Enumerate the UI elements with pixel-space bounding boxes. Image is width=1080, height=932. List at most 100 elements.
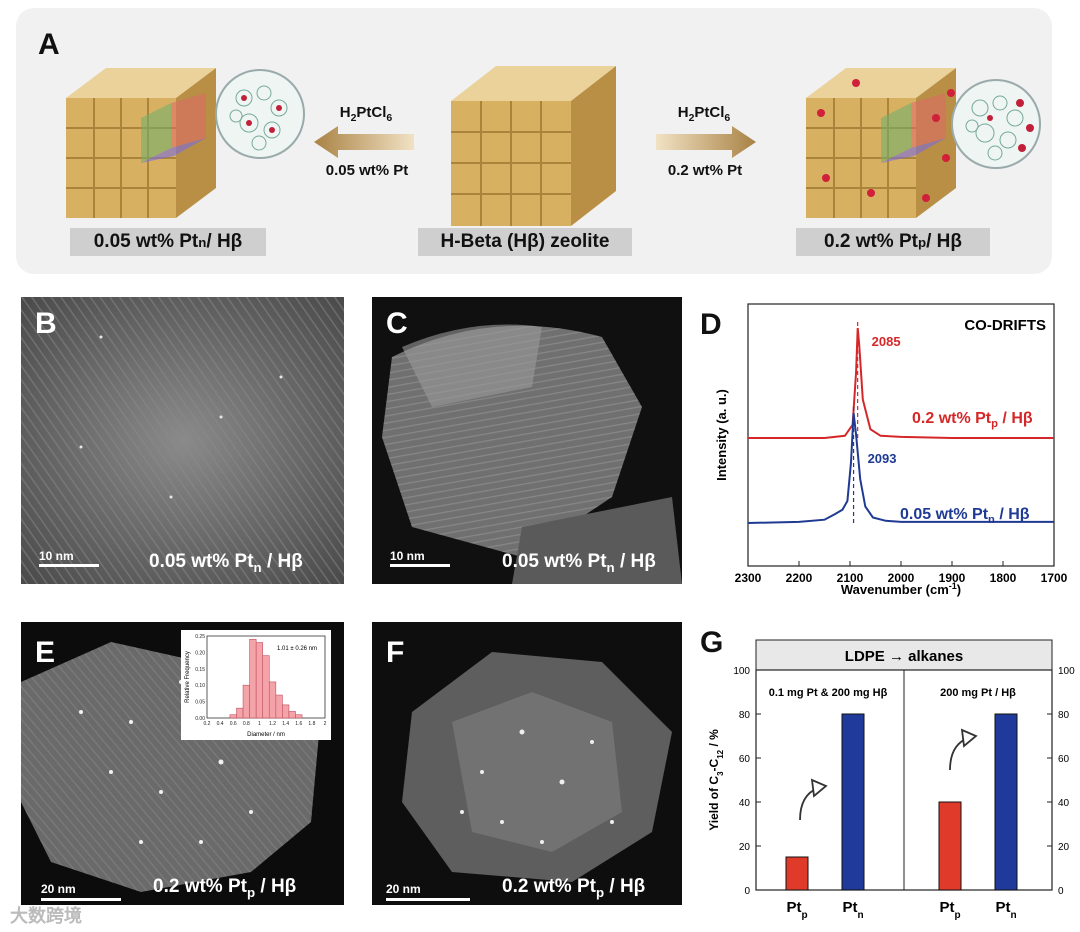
panel-g-letter: G [700, 626, 724, 659]
panel-f-letter: F [386, 636, 405, 669]
panel-d-letter: D [700, 308, 722, 341]
chart-g-bar [938, 801, 962, 891]
inset-xtick-label: 1.8 [308, 721, 315, 727]
inset-ytick-label: 0.15 [195, 667, 205, 673]
chart-d-xtick-label: 2300 [735, 571, 762, 585]
inset-ylabel: Relative Frequency [185, 651, 191, 703]
chart-d-xtick-label: 1900 [939, 571, 966, 585]
pore-zoom-left [215, 69, 305, 159]
panel-e-scale-label: 20 nm [41, 882, 76, 896]
inset-xtick-label: 1.4 [282, 721, 289, 727]
chart-g-group-1: 0.1 mg Pt & 200 mg Hβ [769, 687, 888, 699]
chart-g-ytick-label: 20 [739, 842, 751, 853]
chart-g-arrows [799, 728, 978, 821]
chart-g-ylabel: Yield of C3-C12 / % [707, 729, 725, 831]
inset-bar [288, 711, 296, 719]
panel-c-label: 0.05 wt% Ptn / Hβ [502, 551, 656, 575]
panel-f-label: 0.2 wt% Ptp / Hβ [502, 876, 646, 900]
panel-e-micrograph: E 0.2 0.4 0.6 0.8 1 1.2 1.4 1.6 1.8 2 0.00 0.05 0.10… [21, 622, 344, 905]
panel-e-inset-chart: 0.2 0.4 0.6 0.8 1 1.2 1.4 1.6 1.8 2 0.00 0.05 0.10 0.… [181, 630, 331, 740]
chart-d-legend-blue: 0.05 wt% Ptn / Hβ [900, 506, 1030, 527]
panel-f-scale-label: 20 nm [386, 882, 421, 896]
inset-xtick-label: 2 [324, 721, 327, 727]
inset-bar [229, 714, 237, 719]
panel-b-micrograph: B 10 nm 0.05 wt% Ptn / Hβ [21, 297, 344, 584]
chart-g-ytick-label-right: 100 [1058, 666, 1075, 677]
chart-d-xtick-label: 2200 [786, 571, 813, 585]
chart-g-bar [994, 713, 1018, 891]
inset-ytick-label: 0.00 [195, 716, 205, 722]
chart-g-ytick-label: 80 [739, 710, 751, 721]
inset-xtick-label: 0.6 [230, 721, 237, 727]
panel-b-letter: B [35, 307, 57, 340]
chart-d-peak-label: 2093 [868, 451, 897, 466]
chart-g: LDPE → alkanes 0.1 mg Pt & 200 mg Hβ 200… [707, 639, 1075, 921]
inset-bar [236, 707, 244, 719]
chart-d-ylabel: Intensity (a. u.) [714, 389, 729, 481]
caption-left: 0.05 wt% Pt n / Hβ [70, 228, 266, 256]
chart-g-ytick-label-right: 60 [1058, 754, 1070, 765]
inset-ytick-label: 0.25 [195, 634, 205, 640]
panel-a-letter: A [38, 28, 60, 61]
inset-bar [249, 638, 257, 719]
right-reagent: H2PtCl6 [677, 104, 731, 124]
chart-g-ytick-label: 40 [739, 798, 751, 809]
panel-b-label: 0.05 wt% Ptn / Hβ [149, 551, 303, 575]
arrow-left-icon [314, 126, 414, 158]
panel-e-label: 0.2 wt% Ptp / Hβ [153, 876, 297, 900]
panel-c-micrograph: C 10 nm 0.05 wt% Ptn / Hβ [372, 297, 682, 584]
chart-d-series-line [747, 412, 1054, 524]
chart-d-xtick-label: 2100 [837, 571, 864, 585]
chart-d-xtick-label: 1700 [1041, 571, 1068, 585]
chart-g-ytick-label-right: 0 [1058, 886, 1064, 897]
inset-xtick-label: 1.2 [269, 721, 276, 727]
panel-d: D CO-DRIFTS 2300 2200 2100 2000 1900 1800 1700… [700, 298, 1070, 608]
chart-d-title: CO-DRIFTS [964, 317, 1046, 334]
inset-xlabel: Diameter / nm [247, 732, 285, 738]
panel-c-scale-label: 10 nm [390, 549, 425, 563]
caption-right: 0.2 wt% Pt p / Hβ [796, 228, 990, 256]
inset-bar [282, 704, 290, 719]
chart-d-xtick-label: 2000 [888, 571, 915, 585]
watermark: 大数跨境 [10, 906, 82, 926]
inset-xtick-label: 0.2 [204, 721, 211, 727]
inset-bar [262, 655, 270, 719]
chart-g-ytick-label-right: 80 [1058, 710, 1070, 721]
chart-g-ytick-label-right: 40 [1058, 798, 1070, 809]
chart-g-ytick-label: 100 [733, 666, 750, 677]
chart-g-ytick-label-right: 20 [1058, 842, 1070, 853]
inset-bar [268, 681, 277, 719]
chart-d-xlabel: Wavenumber (cm-1) [841, 581, 961, 597]
panel-f-micrograph: F 20 nm 0.2 wt% Ptp / Hβ [372, 622, 682, 905]
chart-d-xtick-label: 1800 [990, 571, 1017, 585]
chart-g-category-label: Ptn [995, 899, 1016, 921]
panel-b-scale-label: 10 nm [39, 549, 74, 563]
chart-g-ytick-label: 0 [744, 886, 750, 897]
zeolite-cube-right [806, 68, 956, 218]
chart-d-frame [747, 303, 1055, 567]
panel-c-scale-bar [390, 564, 450, 567]
chart-d: CO-DRIFTS 2300 2200 2100 2000 1900 1800 1700 2… [714, 303, 1068, 597]
arrow-right-icon [656, 126, 756, 158]
inset-note: 1.01 ± 0.26 nm [277, 646, 317, 652]
inset-xtick-label: 0.8 [243, 721, 250, 727]
inset-ytick-label: 0.05 [195, 700, 205, 706]
inset-xtick-label: 0.4 [217, 721, 224, 727]
inset-bar [275, 694, 283, 719]
chart-g-category-label: Ptp [786, 899, 807, 921]
chart-d-legend-red: 0.2 wt% Ptp / Hβ [912, 410, 1033, 431]
panel-g: G LDPE → alkanes 0.1 mg Pt & 200 mg Hβ 2… [700, 620, 1075, 926]
inset-bar [255, 642, 264, 719]
inset-bar [242, 684, 250, 719]
left-loading: 0.05 wt% Pt [325, 162, 409, 179]
inset-xtick-label: 1.6 [295, 721, 302, 727]
chart-g-category-label: Ptp [939, 899, 960, 921]
inset-bar [295, 714, 303, 719]
zeolite-cube-left [66, 68, 216, 218]
panel-e-scale-bar [41, 898, 121, 901]
panel-e-letter: E [35, 636, 56, 669]
chart-g-group-2: 200 mg Pt / Hβ [940, 687, 1016, 699]
pore-zoom-right [951, 79, 1041, 169]
caption-center: H-Beta (Hβ) zeolite [418, 228, 632, 256]
chart-g-category-label: Ptn [842, 899, 863, 921]
